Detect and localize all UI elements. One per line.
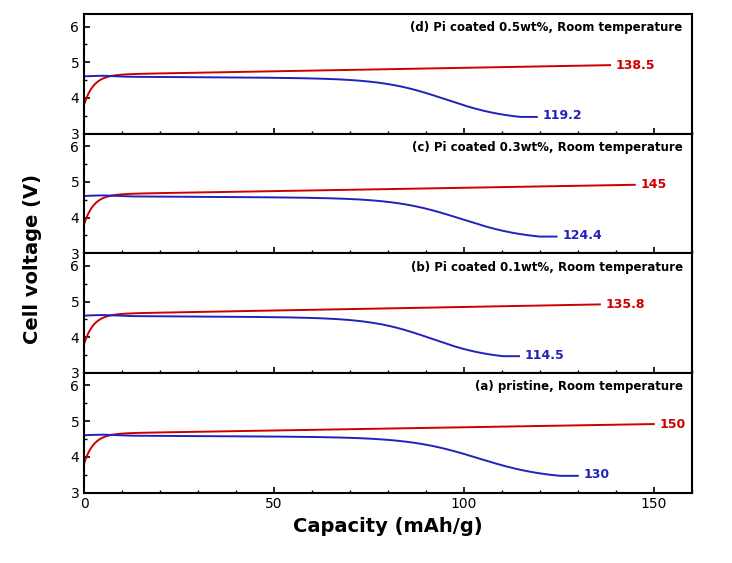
Text: (b) Pi coated 0.1wt%, Room temperature: (b) Pi coated 0.1wt%, Room temperature: [411, 261, 683, 274]
Text: 145: 145: [640, 178, 667, 191]
Text: (a) pristine, Room temperature: (a) pristine, Room temperature: [474, 380, 683, 393]
Text: 130: 130: [583, 468, 610, 481]
Text: 124.4: 124.4: [562, 229, 602, 242]
Text: 150: 150: [660, 418, 686, 431]
Text: 138.5: 138.5: [616, 59, 655, 72]
Text: 114.5: 114.5: [525, 348, 564, 361]
Text: (d) Pi coated 0.5wt%, Room temperature: (d) Pi coated 0.5wt%, Room temperature: [411, 21, 683, 34]
Text: 135.8: 135.8: [605, 298, 645, 311]
Text: Cell voltage (V): Cell voltage (V): [23, 174, 42, 344]
X-axis label: Capacity (mAh/g): Capacity (mAh/g): [293, 517, 483, 536]
Text: (c) Pi coated 0.3wt%, Room temperature: (c) Pi coated 0.3wt%, Room temperature: [412, 141, 683, 154]
Text: 119.2: 119.2: [542, 109, 582, 122]
